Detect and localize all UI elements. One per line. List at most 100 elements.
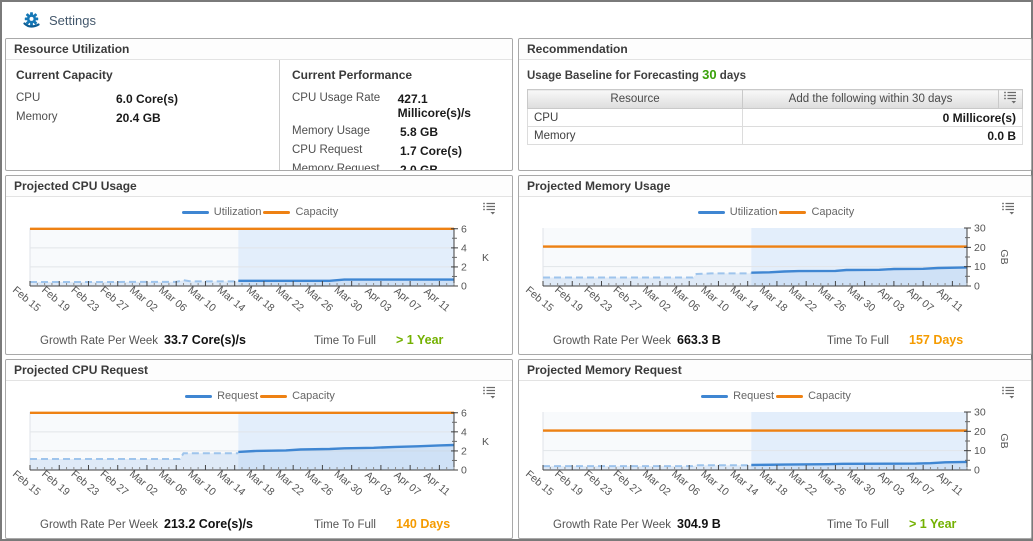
capacity-cpu-row: CPU 6.0 Core(s)	[16, 92, 179, 106]
chart-panel-title: Projected CPU Request	[6, 360, 512, 381]
table-customizer-icon[interactable]	[998, 89, 1023, 109]
usage-baseline-label: Usage Baseline for Forecasting 30 days	[527, 67, 747, 82]
current-capacity-section: Current Capacity CPU 6.0 Core(s) Memory …	[6, 60, 280, 170]
chart-options-icon[interactable]	[1001, 386, 1016, 404]
panel-title: Recommendation	[519, 39, 1031, 60]
svg-text:2: 2	[461, 261, 467, 273]
section-title: Current Capacity	[16, 68, 113, 82]
column-header-add[interactable]: Add the following within 30 days	[742, 89, 999, 109]
svg-text:Mar 18: Mar 18	[244, 468, 277, 498]
svg-text:Mar 10: Mar 10	[698, 468, 731, 498]
svg-text:10: 10	[974, 445, 986, 457]
svg-text:Feb 19: Feb 19	[39, 284, 72, 314]
svg-text:Mar 02: Mar 02	[127, 468, 160, 498]
growth-rate-value: 663.3 B	[677, 333, 721, 347]
svg-text:Mar 18: Mar 18	[244, 284, 277, 314]
svg-text:Feb 27: Feb 27	[611, 284, 644, 314]
svg-text:4: 4	[461, 242, 467, 254]
svg-text:Feb 27: Feb 27	[98, 284, 131, 314]
chart-panel-title: Projected CPU Usage	[6, 176, 512, 197]
column-header-resource[interactable]: Resource	[527, 89, 743, 109]
svg-text:Feb 15: Feb 15	[523, 468, 556, 498]
chart-legend: Utilization Capacity	[519, 206, 1031, 218]
legend-series-swatch	[185, 394, 213, 398]
page-title: Settings	[49, 12, 96, 28]
chart-panel: Projected CPU Usage Utilization Capacity	[5, 175, 513, 355]
svg-text:Feb 19: Feb 19	[552, 284, 585, 314]
svg-text:Mar 26: Mar 26	[302, 468, 335, 498]
growth-rate-label: Growth Rate Per Week	[553, 519, 672, 531]
legend-series-label: Utilization	[213, 206, 262, 218]
legend-series-swatch	[181, 210, 209, 214]
svg-text:Mar 26: Mar 26	[302, 284, 335, 314]
time-to-full-label: Time To Full	[827, 519, 889, 531]
svg-text:0: 0	[461, 281, 467, 293]
svg-text:0: 0	[974, 465, 980, 477]
svg-text:0: 0	[461, 465, 467, 477]
svg-text:K: K	[482, 436, 489, 448]
dashboard-grid: Resource Utilization Current Capacity CP…	[5, 38, 1032, 539]
perf-cpu-request-row: CPU Request 1.7 Core(s)	[292, 144, 463, 158]
svg-text:Mar 18: Mar 18	[757, 468, 790, 498]
svg-text:Mar 06: Mar 06	[156, 468, 189, 498]
time-to-full-value: > 1 Year	[909, 517, 957, 531]
time-to-full-label: Time To Full	[314, 335, 376, 347]
svg-text:Feb 15: Feb 15	[10, 468, 43, 498]
svg-text:Feb 23: Feb 23	[582, 284, 615, 314]
topbar: Settings	[2, 2, 1031, 38]
growth-rate-label: Growth Rate Per Week	[40, 335, 159, 347]
legend-capacity-label: Capacity	[811, 206, 855, 218]
chart-legend: Utilization Capacity	[6, 206, 512, 218]
chart-options-icon[interactable]	[482, 202, 497, 220]
svg-text:Mar 30: Mar 30	[845, 468, 878, 498]
svg-text:Mar 14: Mar 14	[728, 468, 761, 498]
growth-rate-label: Growth Rate Per Week	[40, 519, 159, 531]
svg-text:Feb 19: Feb 19	[39, 468, 72, 498]
legend-series-label: Utilization	[729, 206, 778, 218]
time-to-full-value: 140 Days	[396, 517, 451, 531]
svg-text:6: 6	[461, 408, 467, 419]
svg-text:Apr 11: Apr 11	[421, 470, 452, 499]
svg-text:20: 20	[974, 426, 986, 438]
svg-text:Mar 10: Mar 10	[185, 468, 218, 498]
svg-text:Mar 26: Mar 26	[815, 468, 848, 498]
svg-text:GB: GB	[998, 249, 1010, 264]
svg-text:Mar 22: Mar 22	[786, 284, 819, 314]
legend-series-swatch	[701, 394, 729, 398]
svg-text:Apr 07: Apr 07	[391, 285, 423, 314]
gear-icon[interactable]	[22, 11, 41, 30]
legend-capacity-label: Capacity	[295, 206, 339, 218]
chart-options-icon[interactable]	[482, 386, 497, 404]
legend-capacity-label: Capacity	[808, 390, 851, 402]
growth-rate-value: 33.7 Core(s)/s	[164, 333, 246, 347]
svg-text:10: 10	[974, 261, 986, 273]
svg-text:Mar 18: Mar 18	[757, 284, 790, 314]
svg-text:Mar 26: Mar 26	[815, 284, 848, 314]
growth-rate-value: 304.9 B	[677, 517, 721, 531]
svg-text:Mar 02: Mar 02	[127, 284, 160, 314]
chart-legend: Request Capacity	[519, 390, 1031, 402]
perf-cpu-usage-row: CPU Usage Rate 427.1 Millicore(s)/s	[292, 92, 471, 120]
svg-text:Feb 15: Feb 15	[523, 284, 556, 314]
svg-text:Apr 03: Apr 03	[362, 469, 394, 498]
svg-text:Mar 22: Mar 22	[273, 284, 306, 314]
svg-text:6: 6	[461, 224, 467, 235]
svg-text:Feb 15: Feb 15	[10, 284, 43, 314]
chart-panel-title: Projected Memory Usage	[519, 176, 1031, 197]
svg-text:Mar 02: Mar 02	[640, 468, 673, 498]
svg-text:Mar 10: Mar 10	[698, 284, 731, 314]
capacity-memory-row: Memory 20.4 GB	[16, 111, 161, 125]
svg-text:Mar 10: Mar 10	[185, 284, 218, 314]
baseline-days-value: 30	[702, 67, 717, 82]
svg-text:Apr 11: Apr 11	[934, 286, 965, 315]
legend-series-label: Request	[217, 390, 259, 402]
svg-text:GB: GB	[998, 433, 1010, 448]
svg-text:Mar 02: Mar 02	[640, 284, 673, 314]
time-to-full-value: 157 Days	[909, 333, 964, 347]
current-performance-section: Current Performance CPU Usage Rate 427.1…	[280, 60, 512, 170]
chart-options-icon[interactable]	[1001, 202, 1016, 220]
